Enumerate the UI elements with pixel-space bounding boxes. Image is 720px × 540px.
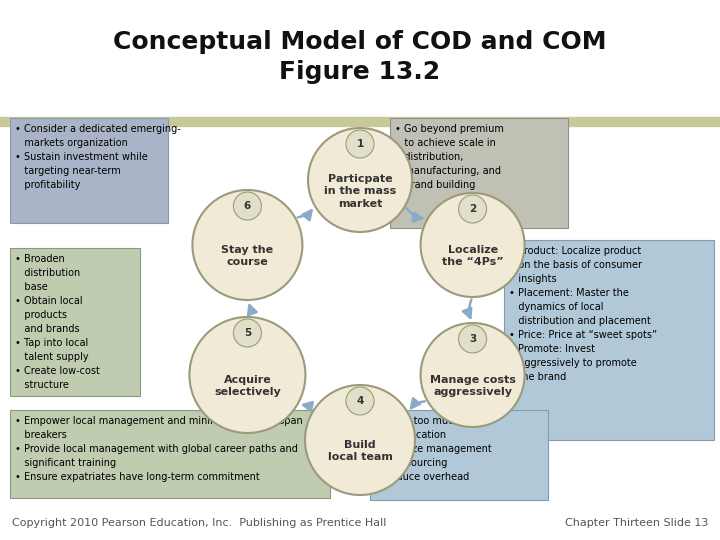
FancyArrowPatch shape [248, 305, 256, 315]
Text: Stay the
course: Stay the course [221, 245, 274, 267]
Text: 3: 3 [469, 334, 476, 344]
Circle shape [233, 319, 261, 347]
Text: • Avoid too much
   specification
• Localize management
   and sourcing
• Reduce: • Avoid too much specification • Localiz… [375, 416, 492, 482]
Text: Chapter Thirteen Slide 13: Chapter Thirteen Slide 13 [564, 518, 708, 528]
Bar [504, 240, 714, 440]
Circle shape [420, 193, 525, 297]
FancyArrowPatch shape [303, 402, 312, 411]
FancyArrowPatch shape [407, 208, 422, 221]
Circle shape [233, 192, 261, 220]
Text: Build
local team: Build local team [328, 440, 392, 462]
Circle shape [459, 195, 487, 223]
Text: Particpate
in the mass
market: Particpate in the mass market [324, 174, 396, 208]
Circle shape [346, 130, 374, 158]
Text: Figure 13.2: Figure 13.2 [279, 60, 441, 84]
Text: Copyright 2010 Pearson Education, Inc.  Publishing as Prentice Hall: Copyright 2010 Pearson Education, Inc. P… [12, 518, 387, 528]
Text: • Product: Localize product
   on the basis of consumer
   insights
• Placement:: • Product: Localize product on the basis… [509, 246, 657, 382]
Bar [10, 248, 140, 396]
Text: • Broaden
   distribution
   base
• Obtain local
   products
   and brands
• Tap: • Broaden distribution base • Obtain loc… [15, 254, 100, 390]
Text: Localize
the “4Ps”: Localize the “4Ps” [442, 245, 503, 267]
Bar [10, 118, 168, 223]
Bar [370, 410, 548, 500]
FancyArrowPatch shape [463, 300, 472, 318]
FancyArrowPatch shape [298, 211, 312, 220]
Text: 6: 6 [244, 201, 251, 211]
Text: 5: 5 [244, 328, 251, 338]
Text: 2: 2 [469, 204, 476, 214]
Circle shape [305, 385, 415, 495]
Text: Conceptual Model of COD and COM: Conceptual Model of COD and COM [113, 30, 607, 54]
Text: • Consider a dedicated emerging-
   markets organization
• Sustain investment wh: • Consider a dedicated emerging- markets… [15, 124, 181, 190]
Text: 1: 1 [356, 139, 364, 149]
FancyArrowPatch shape [411, 399, 425, 408]
Circle shape [420, 323, 525, 427]
Text: • Empower local management and minimize regional span
   breakers
• Provide loca: • Empower local management and minimize … [15, 416, 302, 482]
Circle shape [192, 190, 302, 300]
Bar [390, 118, 568, 228]
Text: • Go beyond premium
   to achieve scale in
   distribution,
   manufacturing, an: • Go beyond premium to achieve scale in … [395, 124, 504, 190]
Text: Acquire
selectively: Acquire selectively [214, 375, 281, 397]
Circle shape [308, 128, 412, 232]
Circle shape [189, 317, 305, 433]
Circle shape [346, 387, 374, 415]
Bar [10, 410, 330, 498]
Text: Manage costs
aggressively: Manage costs aggressively [430, 375, 516, 397]
Text: 4: 4 [356, 396, 364, 406]
Circle shape [459, 325, 487, 353]
